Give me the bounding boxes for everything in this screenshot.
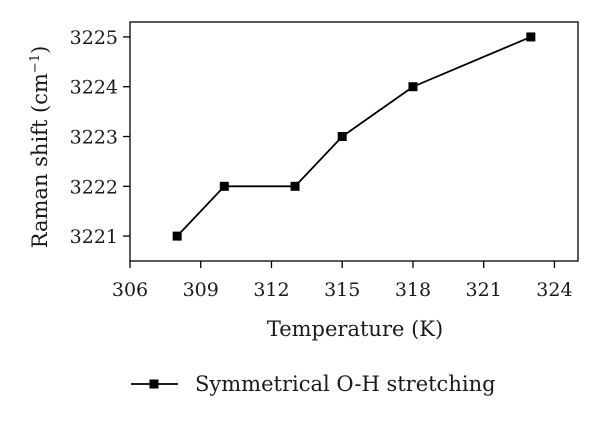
legend: Symmetrical O-H stretching bbox=[131, 372, 496, 396]
series-line-0 bbox=[176, 36, 532, 237]
x-tick-label-312: 312 bbox=[253, 279, 289, 301]
legend-label: Symmetrical O-H stretching bbox=[195, 372, 496, 396]
y-axis-title-main: Raman shift (cm bbox=[28, 73, 52, 248]
axes bbox=[129, 21, 579, 262]
y-axis-title-sup: −1 bbox=[28, 54, 43, 73]
y-axis-title-close: ) bbox=[28, 46, 52, 54]
x-axis-title: Temperature (K) bbox=[267, 317, 443, 341]
x-tick-label-309: 309 bbox=[183, 279, 219, 301]
data-point-4 bbox=[408, 82, 418, 92]
x-tick-label-315: 315 bbox=[324, 279, 360, 301]
x-tick-label-318: 318 bbox=[395, 279, 431, 301]
y-tick-label-3224: 3224 bbox=[70, 77, 118, 99]
data-point-0 bbox=[172, 231, 182, 241]
y-tick-label-3221: 3221 bbox=[70, 226, 118, 248]
y-axis-ticks: 3221 3222 3223 3224 3225 bbox=[70, 27, 130, 248]
y-tick-label-3222: 3222 bbox=[70, 176, 118, 198]
data-point-2 bbox=[290, 181, 300, 191]
data-point-1 bbox=[219, 181, 229, 191]
x-tick-label-306: 306 bbox=[112, 279, 148, 301]
plot-frame bbox=[129, 21, 579, 262]
legend-marker-sample bbox=[149, 379, 159, 389]
x-tick-label-324: 324 bbox=[536, 279, 572, 301]
y-axis-title: Raman shift (cm−1) bbox=[28, 46, 52, 249]
data-point-5 bbox=[526, 32, 536, 42]
series-layer bbox=[172, 32, 536, 241]
x-axis-ticks: 306 309 312 315 318 321 324 bbox=[112, 261, 573, 301]
y-tick-label-3225: 3225 bbox=[70, 27, 118, 49]
x-tick-label-321: 321 bbox=[466, 279, 502, 301]
data-point-3 bbox=[337, 132, 347, 142]
y-tick-label-3223: 3223 bbox=[70, 127, 118, 149]
